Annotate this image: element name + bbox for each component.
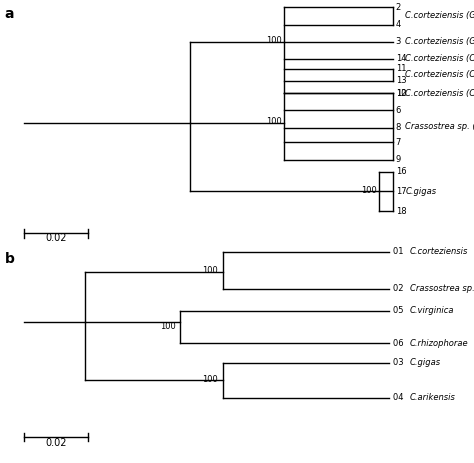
Text: 0.02: 0.02 [45,438,66,448]
Text: C.rhizophorae: C.rhizophorae [410,339,469,348]
Text: 100: 100 [266,36,282,45]
Text: 4: 4 [396,20,401,29]
Text: 12: 12 [396,89,406,98]
Text: 100: 100 [202,266,218,275]
Text: C.corteziensis (Guaymas): C.corteziensis (Guaymas) [405,37,474,46]
Text: 0.02: 0.02 [45,233,66,243]
Text: 16: 16 [396,167,406,176]
Text: C.virginica: C.virginica [410,306,455,315]
Text: 9: 9 [396,155,401,164]
Text: 100: 100 [160,323,175,332]
Text: 100: 100 [266,117,282,126]
Text: 3: 3 [396,37,401,46]
Text: 17: 17 [396,187,406,196]
Text: C.corteziensis (Guaymas): C.corteziensis (Guaymas) [405,12,474,20]
Text: Crassostrea sp. (Topolobampo): Crassostrea sp. (Topolobampo) [405,122,474,131]
Text: a: a [5,7,14,21]
Text: 06: 06 [393,339,407,348]
Text: 14: 14 [396,54,406,63]
Text: 04: 04 [393,393,407,402]
Text: 100: 100 [202,375,218,384]
Text: 02: 02 [393,284,407,294]
Text: 100: 100 [361,186,377,194]
Text: 01: 01 [393,247,407,257]
Text: 10: 10 [396,89,406,98]
Text: 11: 11 [396,64,406,73]
Text: C.gigas: C.gigas [405,187,437,196]
Text: b: b [5,252,15,266]
Text: C.corteziensis: C.corteziensis [410,247,468,257]
Text: 03: 03 [393,358,407,368]
Text: 7: 7 [396,138,401,147]
Text: Crassostrea sp. (Topolobampo): Crassostrea sp. (Topolobampo) [410,284,474,294]
Text: C.gigas: C.gigas [410,358,441,368]
Text: 2: 2 [396,3,401,12]
Text: 8: 8 [396,123,401,132]
Text: C.corteziensis (Culiacán): C.corteziensis (Culiacán) [405,70,474,79]
Text: 6: 6 [396,106,401,115]
Text: 05: 05 [393,306,407,315]
Text: 18: 18 [396,206,406,216]
Text: 13: 13 [396,76,406,86]
Text: C.corteziensis (Culiacán): C.corteziensis (Culiacán) [405,89,474,98]
Text: C.arikensis: C.arikensis [410,393,456,402]
Text: C.corteziensis (Culiacán): C.corteziensis (Culiacán) [405,54,474,63]
